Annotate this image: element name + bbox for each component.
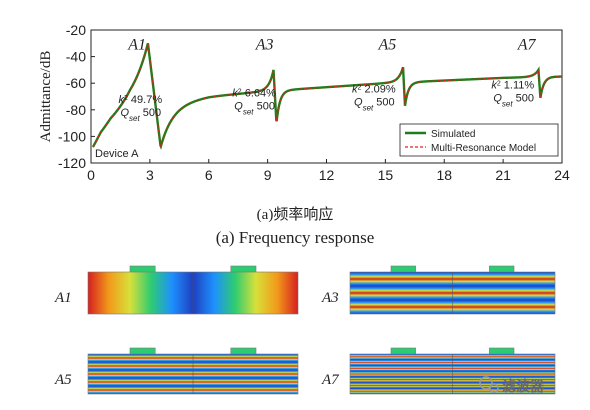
k2-annotation: k2 1.11% bbox=[491, 80, 534, 92]
qset-annotation: Qset 500 bbox=[120, 107, 161, 123]
legend-label-simulated: Simulated bbox=[431, 129, 475, 140]
legend-label-model: Multi-Resonance Model bbox=[431, 143, 536, 154]
chart-legend: Simulated Multi-Resonance Model bbox=[399, 123, 559, 157]
mode-shape-a7: A7 bbox=[321, 347, 556, 395]
q-symbol: Q bbox=[234, 101, 243, 113]
x-tick-label: 18 bbox=[436, 167, 452, 183]
y-tick-label: -100 bbox=[58, 128, 86, 144]
mode-label-a5: A5 bbox=[377, 36, 396, 53]
q-subscript: set bbox=[363, 103, 374, 112]
watermark-text: 滤波器 bbox=[502, 378, 545, 394]
k2-value: 6.64% bbox=[242, 88, 276, 100]
mode-shape-label: A5 bbox=[54, 372, 72, 388]
q-value: 500 bbox=[373, 97, 394, 109]
q-symbol: Q bbox=[120, 107, 129, 119]
y-tick-label: -120 bbox=[58, 155, 86, 171]
qset-annotation: Qset 500 bbox=[354, 97, 395, 113]
q-subscript: set bbox=[243, 107, 254, 116]
k2-annotation: k2 6.64% bbox=[232, 88, 276, 100]
k2-exponent: 2 bbox=[497, 80, 501, 87]
k2-value: 49.7% bbox=[128, 94, 162, 106]
x-tick-label: 0 bbox=[87, 167, 95, 183]
y-tick-label: -80 bbox=[66, 102, 86, 118]
x-tick-label: 24 bbox=[554, 167, 570, 183]
mode-shape-a1: A1 bbox=[54, 265, 299, 315]
watermark-icon bbox=[479, 376, 493, 390]
qset-annotation: Qset 500 bbox=[493, 93, 534, 109]
mode-shapes-panel: A1 A3 A5 A7 滤波器 bbox=[54, 265, 556, 395]
device-label: Device A bbox=[95, 148, 139, 160]
caption-english: (a) Frequency response bbox=[215, 228, 375, 247]
mode-shape-a3: A3 bbox=[321, 265, 556, 315]
x-tick-label: 9 bbox=[264, 167, 272, 183]
q-subscript: set bbox=[502, 99, 513, 108]
chart-curves bbox=[91, 43, 562, 150]
x-tick-label: 12 bbox=[319, 167, 335, 183]
q-subscript: set bbox=[129, 114, 140, 123]
admittance-chart: 0 3 6 9 12 15 18 21 24 -20 -40 -60 -80 -100 -120Admitt… bbox=[38, 22, 570, 183]
mode-label-a3: A3 bbox=[255, 36, 274, 53]
q-symbol: Q bbox=[354, 97, 363, 109]
y-tick-label: -20 bbox=[66, 22, 86, 38]
k2-annotation: k2 2.09% bbox=[352, 84, 396, 96]
k2-symbol: k bbox=[352, 84, 358, 96]
k2-value: 2.09% bbox=[361, 84, 395, 96]
k2-exponent: 2 bbox=[238, 88, 242, 95]
mode-shape-label: A1 bbox=[54, 290, 72, 306]
mode-shape-label: A7 bbox=[321, 372, 340, 388]
x-tick-label: 21 bbox=[495, 167, 511, 183]
k2-value: 1.11% bbox=[501, 80, 535, 92]
legend-box bbox=[399, 123, 559, 157]
k2-symbol: k bbox=[491, 80, 497, 92]
series-model-line bbox=[92, 43, 562, 148]
chart-axes: 0 3 6 9 12 15 18 21 24 -20 -40 -60 -80 -100 -120Admitt… bbox=[38, 22, 570, 183]
k2-symbol: k bbox=[118, 94, 124, 106]
k2-symbol: k bbox=[232, 88, 238, 100]
q-symbol: Q bbox=[493, 93, 502, 105]
x-tick-label: 15 bbox=[378, 167, 394, 183]
q-value: 500 bbox=[254, 101, 275, 113]
x-tick-label: 3 bbox=[146, 167, 154, 183]
mode-shape-a5: A5 bbox=[54, 347, 299, 395]
q-value: 500 bbox=[140, 107, 161, 119]
x-tick-label: 6 bbox=[205, 167, 213, 183]
caption-chinese: (a)频率响应 bbox=[256, 207, 334, 223]
mode-label-a7: A7 bbox=[517, 36, 537, 53]
mode-shape-label: A3 bbox=[321, 290, 339, 306]
mode-label-a1: A1 bbox=[127, 36, 146, 53]
watermark: 滤波器 bbox=[479, 376, 545, 394]
y-tick-label: -40 bbox=[66, 49, 86, 65]
q-value: 500 bbox=[513, 93, 534, 105]
y-axis-title: Admittance/dB bbox=[38, 51, 54, 143]
qset-annotation: Qset 500 bbox=[234, 101, 275, 117]
k2-exponent: 2 bbox=[358, 84, 362, 91]
k2-annotation: k2 49.7% bbox=[118, 94, 162, 106]
k2-exponent: 2 bbox=[124, 95, 128, 102]
watermark-icon-small bbox=[489, 383, 499, 393]
y-tick-label: -60 bbox=[66, 75, 86, 91]
